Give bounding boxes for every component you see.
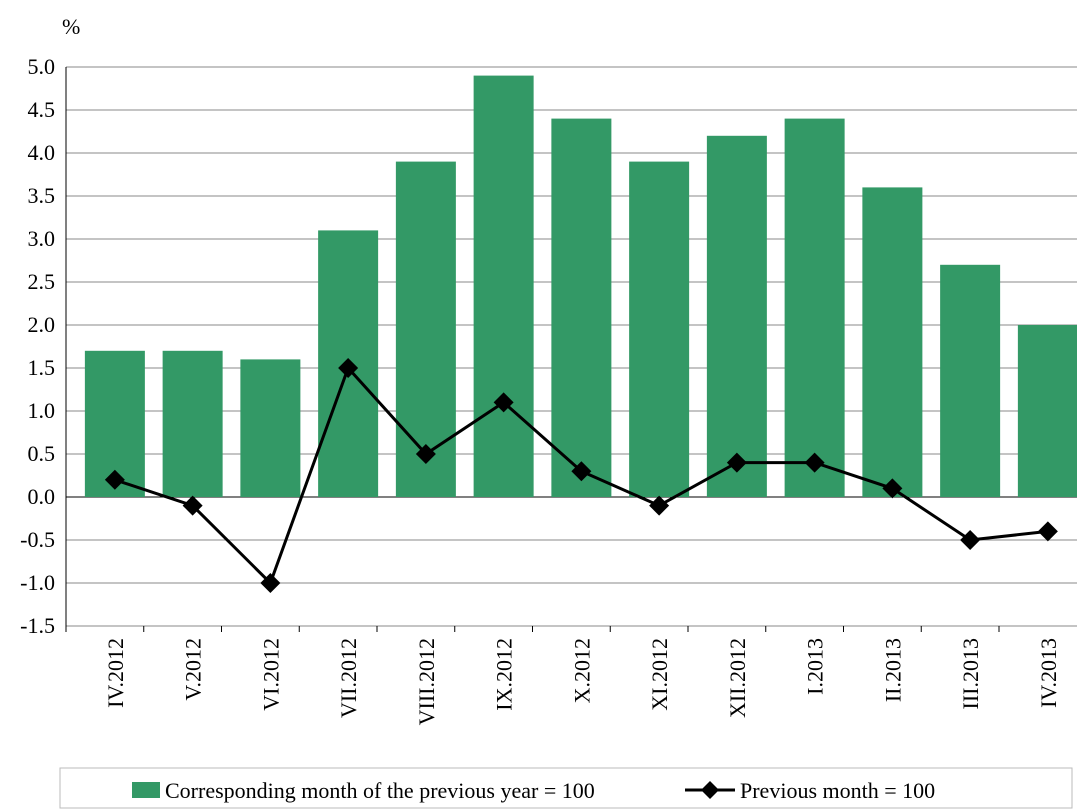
y-tick-label: -0.5: [20, 527, 55, 552]
y-tick-label: 1.5: [28, 355, 56, 380]
marker: [182, 495, 203, 516]
bar: [706, 135, 767, 498]
y-tick-label: 1.0: [28, 398, 56, 423]
x-tick-label: XII.2012: [725, 638, 750, 718]
x-tick-label: IX.2012: [492, 638, 517, 711]
y-tick-label: 4.0: [28, 140, 56, 165]
legend-box: [59, 767, 1073, 809]
y-tick-label: 2.5: [28, 269, 56, 294]
legend-label: Corresponding month of the previous year…: [165, 778, 595, 803]
x-tick-label: I.2013: [803, 638, 828, 695]
marker: [260, 573, 281, 593]
legend-swatch: [132, 782, 160, 798]
bar: [940, 264, 1001, 497]
x-tick-label: VII.2012: [336, 638, 361, 718]
y-tick-label: -1.5: [20, 613, 55, 638]
y-tick-label: -1.0: [20, 570, 55, 595]
bar: [162, 350, 223, 497]
y-tick-label: 3.0: [28, 226, 56, 251]
marker: [649, 495, 670, 516]
bar: [862, 187, 923, 497]
y-axis-label: %: [62, 14, 80, 39]
y-tick-label: 0.5: [28, 441, 56, 466]
marker: [804, 452, 825, 473]
marker: [726, 452, 747, 473]
bar: [784, 118, 845, 497]
x-tick-label: IV.2013: [1036, 638, 1061, 708]
legend-marker: [701, 781, 719, 799]
x-tick-label: V.2012: [181, 638, 206, 701]
marker: [960, 530, 981, 550]
x-tick-label: IV.2012: [103, 638, 128, 708]
marker: [882, 478, 903, 499]
bar: [551, 118, 612, 497]
marker: [493, 392, 514, 413]
y-tick-label: 2.0: [28, 312, 56, 337]
marker: [571, 461, 592, 482]
marker: [338, 358, 359, 378]
x-tick-label: III.2013: [958, 638, 983, 709]
x-tick-label: II.2013: [880, 638, 905, 702]
x-tick-label: VI.2012: [258, 638, 283, 711]
y-tick-label: 5.0: [28, 54, 56, 79]
marker: [1037, 521, 1058, 542]
marker: [104, 469, 125, 490]
x-tick-label: VIII.2012: [414, 638, 439, 725]
y-tick-label: 4.5: [28, 97, 56, 122]
legend-label: Previous month = 100: [740, 778, 935, 803]
x-tick-label: X.2012: [569, 638, 594, 703]
bar: [240, 359, 301, 497]
y-tick-label: 3.5: [28, 183, 56, 208]
marker: [415, 444, 436, 464]
bar: [629, 161, 690, 497]
x-tick-label: XI.2012: [647, 638, 672, 711]
bar: [1017, 325, 1077, 497]
y-tick-label: 0.0: [28, 484, 56, 509]
bar: [473, 75, 534, 497]
